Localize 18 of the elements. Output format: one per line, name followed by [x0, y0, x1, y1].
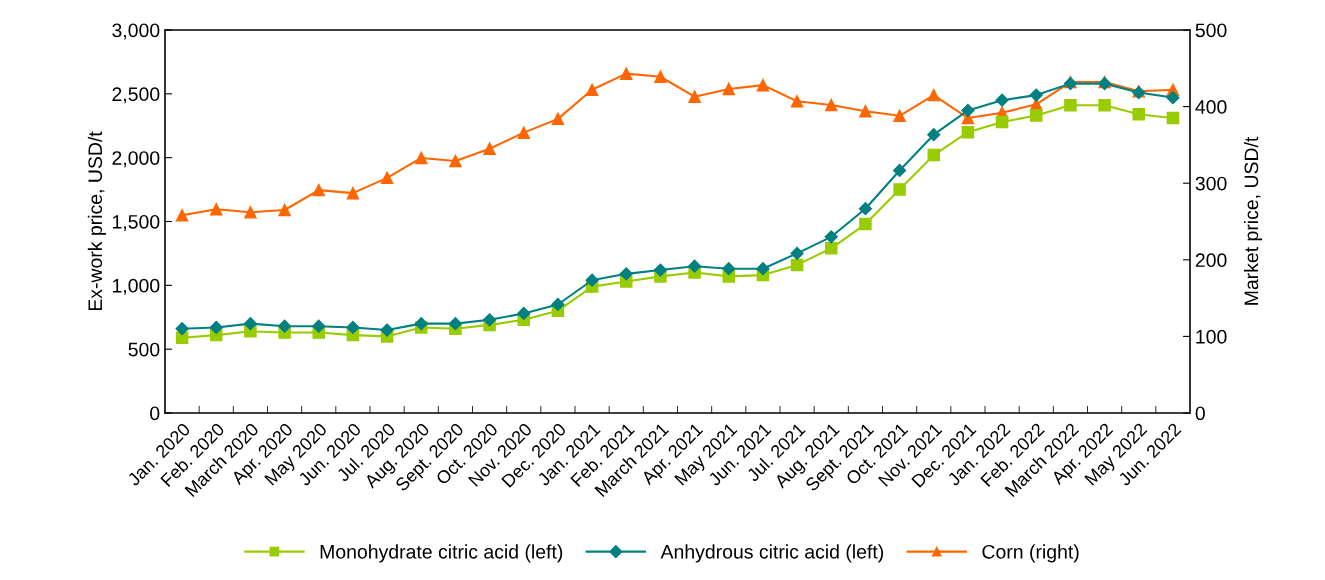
y-tick-label: 1,500 [112, 214, 160, 232]
y-tick-label: 500 [128, 342, 160, 357]
y-axis-title: Ex-work price, USD/t [87, 131, 106, 311]
legend-label: Anhydrous citric acid (left) [660, 544, 884, 563]
y-tick-label: 0 [150, 406, 160, 421]
y2-tick-label: 300 [1195, 176, 1227, 191]
y-tick-label: 3,000 [112, 23, 160, 40]
legend-label: Monohydrate citric acid (left) [320, 544, 563, 563]
y2-tick-label: 0 [1195, 406, 1205, 421]
y-tick-label: 2,500 [112, 87, 160, 104]
y2-tick-label: 100 [1196, 329, 1227, 344]
legend-label: Corn (right) [982, 544, 1079, 563]
y2-axis-title: Market price, USD/t [1243, 136, 1263, 305]
y2-tick-label: 200 [1195, 253, 1227, 268]
y2-tick-label: 400 [1195, 100, 1227, 114]
y-tick-label: 1,000 [112, 278, 160, 295]
y-tick-label: 2,000 [112, 151, 160, 168]
y2-tick-label: 500 [1195, 23, 1227, 38]
